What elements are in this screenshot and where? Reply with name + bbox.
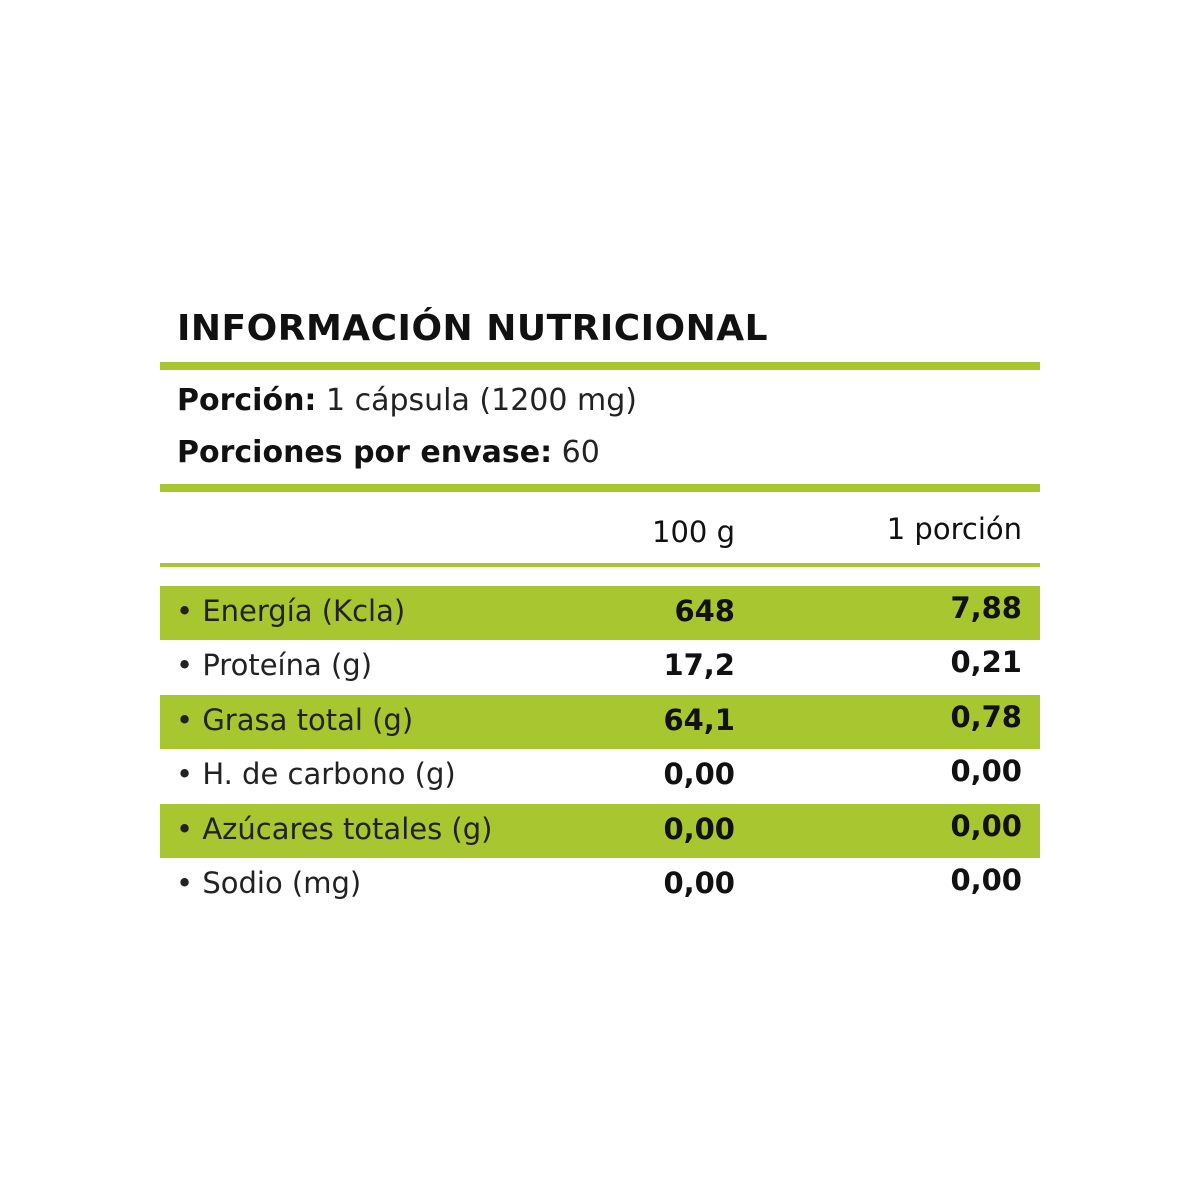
nutrient-label: • Azúcares totales (g) — [176, 811, 493, 846]
value-per-100g: 0,00 — [663, 757, 735, 792]
nutrient-name: Azúcares totales (g) — [202, 811, 493, 846]
serving-label: Porción: — [177, 383, 317, 418]
value-per-serving: 0,78 — [950, 699, 1022, 734]
servings-label: Porciones por envase: — [177, 435, 553, 470]
column-header-serving: 1 porción — [886, 512, 1022, 546]
serving-size: Porción: 1 cápsula (1200 mg) — [177, 383, 637, 418]
value-per-100g: 0,00 — [663, 811, 735, 846]
table-row: • Proteína (g) 17,2 0,21 — [160, 640, 1040, 694]
value-per-100g: 64,1 — [663, 702, 735, 737]
nutrient-name: Grasa total (g) — [202, 702, 414, 737]
nutrient-label: • Proteína (g) — [176, 648, 373, 683]
value-per-serving: 7,88 — [950, 591, 1022, 625]
nutrient-label: • Grasa total (g) — [176, 702, 414, 737]
value-per-serving: 0,00 — [950, 754, 1022, 789]
nutrient-label: • H. de carbono (g) — [176, 757, 456, 792]
nutrient-name: Sodio (mg) — [202, 866, 362, 900]
nutrient-label: • Energía (Kcla) — [176, 594, 406, 628]
value-per-100g: 17,2 — [663, 648, 735, 683]
nutrient-name: H. de carbono (g) — [202, 757, 456, 792]
nutrient-label: • Sodio (mg) — [176, 866, 362, 900]
divider — [160, 563, 1040, 567]
page-title: INFORMACIÓN NUTRICIONAL — [177, 308, 769, 349]
value-per-serving: 0,21 — [950, 645, 1022, 680]
value-per-100g: 0,00 — [663, 866, 735, 900]
table-row: • Grasa total (g) 64,1 0,78 — [160, 694, 1040, 749]
table-row: • Sodio (mg) 0,00 0,00 — [160, 858, 1040, 912]
servings-per-container: Porciones por envase: 60 — [177, 435, 600, 470]
value-per-100g: 648 — [674, 594, 735, 628]
table-row: • Energía (Kcla) 648 7,88 — [160, 586, 1040, 640]
value-per-serving: 0,00 — [950, 808, 1022, 843]
column-header-100g: 100 g — [652, 515, 735, 549]
nutrient-name: Proteína (g) — [202, 648, 373, 683]
divider — [160, 362, 1040, 370]
divider — [160, 484, 1040, 492]
nutrient-name: Energía (Kcla) — [202, 594, 406, 628]
servings-value: 60 — [561, 435, 600, 470]
value-per-serving: 0,00 — [950, 863, 1022, 897]
table-row: • H. de carbono (g) 0,00 0,00 — [160, 749, 1040, 803]
serving-value: 1 cápsula (1200 mg) — [325, 383, 637, 418]
table-row: • Azúcares totales (g) 0,00 0,00 — [160, 803, 1040, 858]
